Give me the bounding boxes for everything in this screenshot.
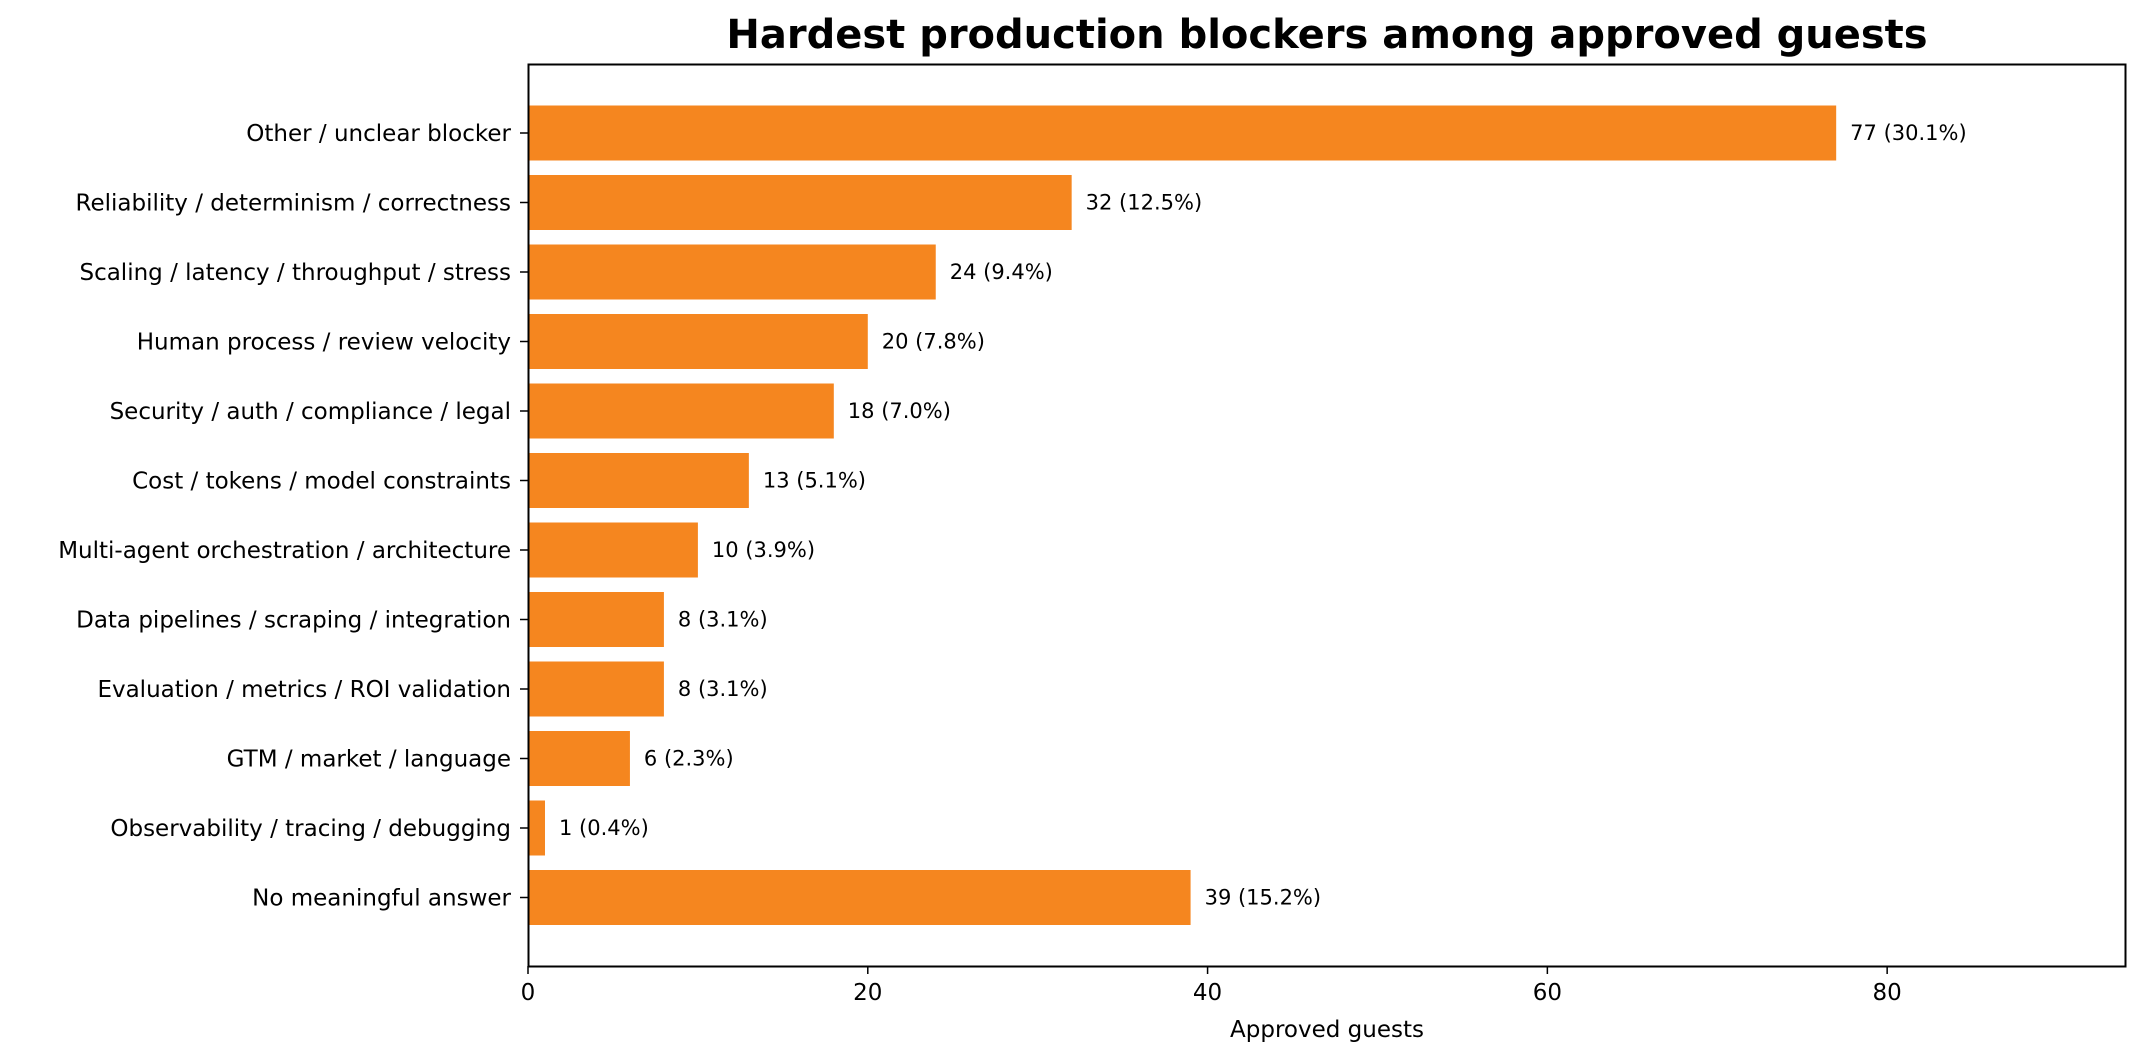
bar: [528, 661, 664, 717]
data-label: 77 (30.1%): [1850, 121, 1967, 145]
bar: [528, 870, 1191, 925]
x-tick-label: 40: [1193, 980, 1222, 1006]
x-tick-label: 60: [1533, 980, 1562, 1006]
y-tick-label: Other / unclear blocker: [246, 121, 511, 147]
data-label: 18 (7.0%): [848, 399, 951, 423]
y-tick-label: No meaningful answer: [252, 886, 511, 912]
y-tick-label: Cost / tokens / model constraints: [132, 469, 511, 495]
y-tick-label: Reliability / determinism / correctness: [76, 191, 511, 217]
bar: [528, 731, 630, 786]
bar: [528, 592, 664, 647]
y-tick-label: Human process / review velocity: [137, 330, 511, 356]
bar: [528, 522, 698, 578]
bar: [528, 175, 1072, 230]
y-tick-label: GTM / market / language: [227, 747, 511, 773]
y-tick-label: Scaling / latency / throughput / stress: [79, 260, 511, 286]
data-label: 6 (2.3%): [644, 747, 734, 771]
data-labels: 77 (30.1%) 32 (12.5%) 24 (9.4%) 20 (7.8%) 18…: [559, 121, 1967, 910]
data-label: 24 (9.4%): [950, 260, 1053, 284]
data-label: 8 (3.1%): [678, 608, 768, 632]
y-tick-label: Observability / tracing / debugging: [110, 816, 511, 842]
y-tick-label: Data pipelines / scraping / integration: [76, 608, 511, 634]
data-label: 20 (7.8%): [882, 330, 985, 354]
bar: [528, 453, 749, 508]
x-axis: 0 20 40 60 80: [521, 966, 1902, 1006]
data-label: 13 (5.1%): [763, 469, 866, 493]
chart-title: Hardest production blockers among approv…: [726, 12, 1927, 58]
bar: [528, 800, 545, 856]
x-tick-label: 80: [1873, 980, 1902, 1006]
bar: [528, 314, 868, 369]
data-label: 39 (15.2%): [1205, 886, 1322, 910]
x-axis-label: Approved guests: [1230, 1017, 1424, 1043]
bar: [528, 105, 1837, 161]
y-tick-label: Security / auth / compliance / legal: [110, 399, 511, 425]
x-tick-label: 20: [853, 980, 882, 1006]
x-tick-label: 0: [521, 980, 536, 1006]
y-tick-label: Multi-agent orchestration / architecture: [58, 538, 511, 564]
data-label: 10 (3.9%): [712, 538, 815, 562]
data-label: 8 (3.1%): [678, 677, 768, 701]
bar: [528, 244, 936, 300]
data-label: 32 (12.5%): [1086, 191, 1203, 215]
y-tick-labels: Other / unclear blocker Reliability / det…: [58, 121, 528, 912]
data-label: 1 (0.4%): [559, 816, 649, 840]
bars-layer: [528, 105, 1837, 925]
bar: [528, 383, 834, 439]
plot-frame: [527, 63, 2127, 968]
y-tick-label: Evaluation / metrics / ROI validation: [97, 677, 511, 703]
